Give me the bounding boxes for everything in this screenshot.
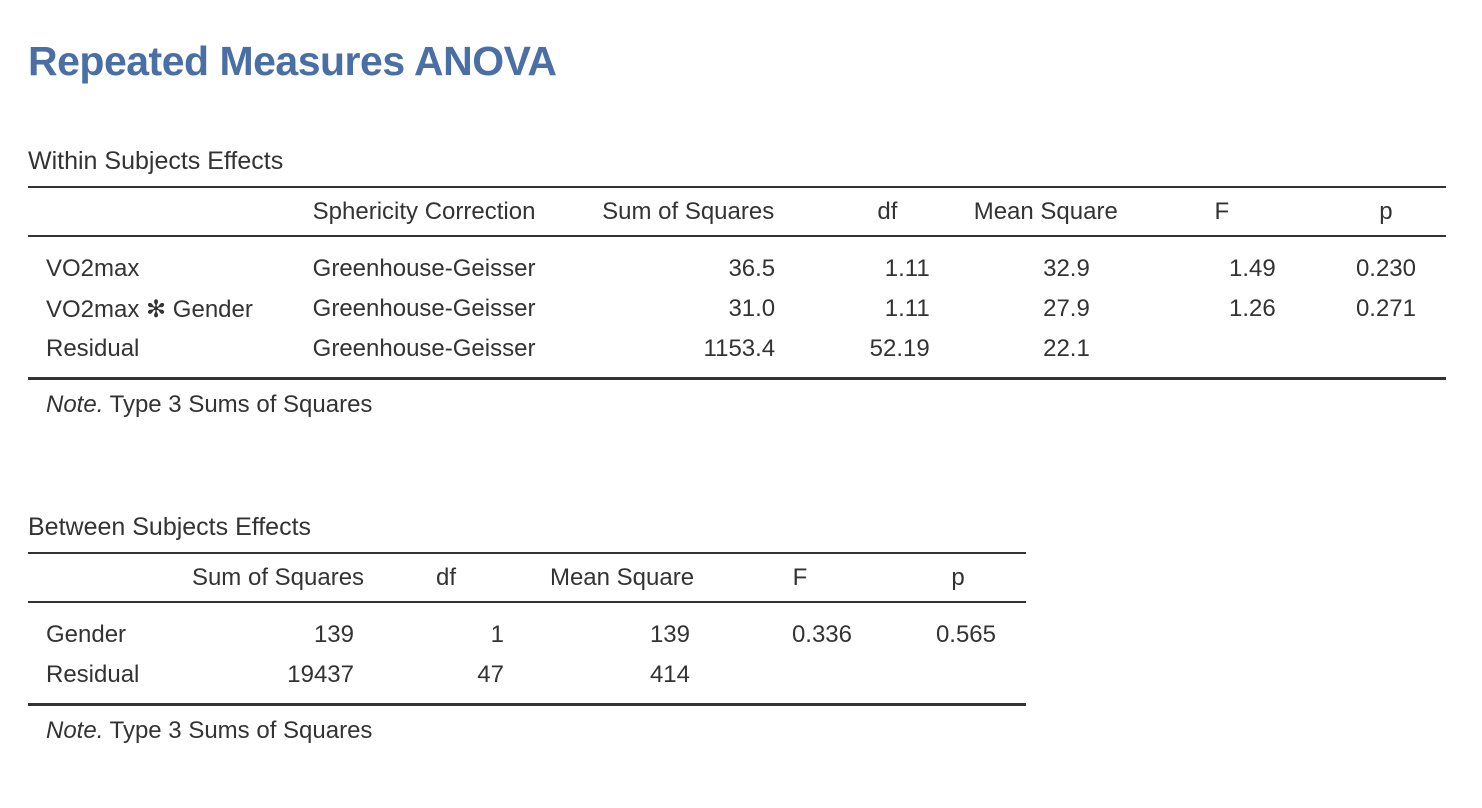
note-text: Type 3 Sums of Squares bbox=[103, 717, 373, 744]
between-subjects-caption: Between Subjects Effects bbox=[28, 513, 312, 541]
cell-df: 1.11 bbox=[884, 255, 930, 282]
cell-term: Residual bbox=[46, 661, 140, 688]
header-p: p bbox=[1379, 197, 1393, 225]
table-row: Gender 139 1 139 0.336 0.565 bbox=[28, 615, 1026, 655]
table-header-row: Sphericity Correction Sum of Squares df … bbox=[28, 187, 1446, 236]
page-title: Repeated Measures ANOVA bbox=[28, 38, 557, 84]
header-f: F bbox=[792, 563, 808, 591]
within-subjects-caption: Within Subjects Effects bbox=[28, 147, 284, 175]
cell-correction: Greenhouse-Geisser bbox=[312, 295, 536, 322]
between-subjects-table: Sum of Squares df Mean Square F p Gender… bbox=[28, 552, 1026, 756]
note-text: Type 3 Sums of Squares bbox=[103, 391, 373, 418]
note-label: Note. bbox=[46, 717, 104, 744]
header-f: F bbox=[1214, 197, 1230, 225]
cell-p bbox=[1276, 329, 1446, 377]
note-label: Note. bbox=[46, 391, 104, 418]
header-term bbox=[28, 553, 188, 602]
cell-sum-of-squares: 31.0 bbox=[728, 295, 776, 322]
cell-correction: Greenhouse-Geisser bbox=[312, 255, 536, 282]
table-row: Residual Greenhouse-Geisser 1153.4 52.19… bbox=[28, 329, 1446, 377]
cell-f: 0.336 bbox=[791, 621, 852, 648]
within-subjects-table: Sphericity Correction Sum of Squares df … bbox=[28, 186, 1446, 430]
cell-df: 1 bbox=[490, 621, 504, 648]
table-row: VO2max ✻ Gender Greenhouse-Geisser 31.0 … bbox=[28, 289, 1446, 329]
cell-mean-square: 139 bbox=[649, 621, 690, 648]
header-df: df bbox=[435, 563, 456, 591]
cell-term: Residual bbox=[46, 335, 140, 362]
header-sphericity-correction: Sphericity Correction bbox=[312, 197, 536, 225]
header-sum-of-squares: Sum of Squares bbox=[602, 197, 775, 225]
cell-p: 0.565 bbox=[935, 621, 996, 648]
table-note: Note. Type 3 Sums of Squares bbox=[28, 705, 1026, 757]
header-sum-of-squares: Sum of Squares bbox=[191, 563, 365, 591]
cell-p: 0.271 bbox=[1355, 295, 1416, 322]
cell-mean-square: 27.9 bbox=[1043, 295, 1090, 322]
cell-p: 0.230 bbox=[1355, 255, 1416, 282]
cell-term: VO2max ✻ Gender bbox=[46, 295, 253, 323]
cell-correction: Greenhouse-Geisser bbox=[312, 335, 536, 362]
header-p: p bbox=[951, 563, 965, 591]
cell-mean-square: 414 bbox=[649, 661, 690, 688]
cell-sum-of-squares: 139 bbox=[313, 621, 354, 648]
cell-p bbox=[860, 655, 1026, 703]
cell-sum-of-squares: 1153.4 bbox=[703, 335, 776, 362]
cell-sum-of-squares: 36.5 bbox=[728, 255, 776, 282]
table-header-row: Sum of Squares df Mean Square F p bbox=[28, 553, 1026, 602]
cell-mean-square: 32.9 bbox=[1043, 255, 1090, 282]
header-term bbox=[28, 187, 313, 236]
cell-df: 52.19 bbox=[869, 335, 930, 362]
table-row: VO2max Greenhouse-Geisser 36.5 1.11 32.9… bbox=[28, 249, 1446, 289]
header-df: df bbox=[877, 197, 898, 225]
within-subjects-table-block: Within Subjects Effects Sphericity Corre… bbox=[28, 146, 1446, 430]
cell-f bbox=[1118, 329, 1276, 377]
header-mean-square: Mean Square bbox=[549, 563, 695, 591]
cell-f: 1.49 bbox=[1229, 255, 1276, 282]
cell-term: Gender bbox=[46, 621, 127, 648]
cell-df: 1.11 bbox=[884, 295, 930, 322]
table-row: Residual 19437 47 414 bbox=[28, 655, 1026, 703]
between-subjects-table-block: Between Subjects Effects Sum of Squares … bbox=[28, 512, 1026, 756]
cell-f: 1.26 bbox=[1229, 295, 1276, 322]
cell-df: 47 bbox=[477, 661, 504, 688]
header-mean-square: Mean Square bbox=[973, 197, 1118, 225]
cell-term: VO2max bbox=[46, 255, 140, 282]
cell-sum-of-squares: 19437 bbox=[287, 661, 354, 688]
cell-mean-square: 22.1 bbox=[1043, 335, 1090, 362]
table-note: Note. Type 3 Sums of Squares bbox=[28, 379, 1446, 431]
cell-f bbox=[700, 655, 860, 703]
